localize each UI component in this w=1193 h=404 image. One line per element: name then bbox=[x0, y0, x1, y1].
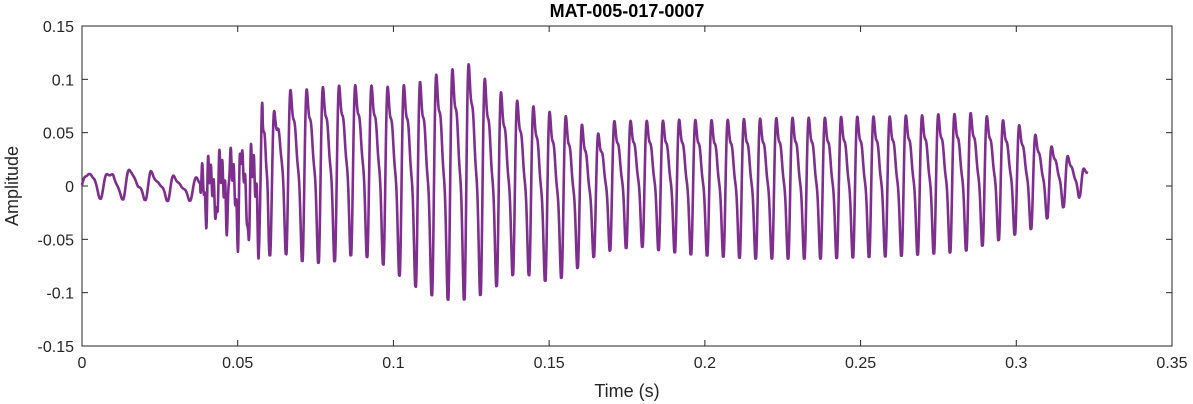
y-tick-label: 0 bbox=[65, 179, 74, 196]
y-axis-ticks: 0.15 0.1 0.05 0 -0.05 -0.1 -0.15 bbox=[38, 19, 1172, 356]
x-tick-label: 0.05 bbox=[222, 355, 253, 372]
x-tick-label: 0.1 bbox=[382, 355, 404, 372]
x-tick-label: 0.2 bbox=[694, 355, 716, 372]
y-tick-label: -0.05 bbox=[38, 232, 75, 249]
x-tick-label: 0 bbox=[78, 355, 87, 372]
y-axis-label: Amplitude bbox=[2, 146, 22, 226]
y-tick-label: 0.05 bbox=[43, 126, 74, 143]
x-tick-label: 0.25 bbox=[845, 355, 876, 372]
x-tick-label: 0.15 bbox=[534, 355, 565, 372]
y-tick-label: 0.1 bbox=[52, 72, 74, 89]
x-axis-ticks: 0 0.05 0.1 0.15 0.2 0.25 0.3 0.35 bbox=[78, 26, 1188, 372]
x-tick-label: 0.35 bbox=[1156, 355, 1187, 372]
waveform-series bbox=[80, 63, 1090, 301]
x-tick-label: 0.3 bbox=[1005, 355, 1027, 372]
chart-title: MAT-005-017-0007 bbox=[550, 1, 705, 21]
y-tick-label: -0.15 bbox=[38, 339, 75, 356]
waveform-line bbox=[80, 63, 1090, 301]
x-axis-label: Time (s) bbox=[594, 381, 659, 401]
y-tick-label: 0.15 bbox=[43, 19, 74, 36]
y-tick-label: -0.1 bbox=[46, 286, 74, 303]
